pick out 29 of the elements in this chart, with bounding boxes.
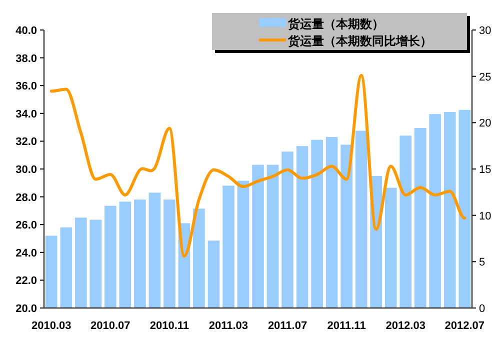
y-tick-label: 32.0 [16,136,37,148]
x-tick-label: 2010.07 [90,320,130,332]
y2-tick-label: 30 [479,25,492,37]
y-tick-label: 28.0 [16,192,37,204]
x-tick-label: 2011.03 [208,320,248,332]
x-tick-label: 2012.07 [444,320,485,332]
y2-tick-label: 0 [479,303,486,315]
y-tick-label: 34.0 [16,108,37,120]
y-tick-label: 26.0 [16,220,37,232]
y2-tick-label: 10 [479,210,492,222]
x-tick-label: 2012.03 [386,320,426,332]
y-tick-label: 40.0 [16,25,37,37]
y-tick-label: 24.0 [16,247,37,260]
legend-label: 货运量（本期数同比增长） [287,34,432,48]
x-tick-label: 2010.11 [150,320,190,332]
y-tick-label: 20.0 [16,303,37,315]
x-tick-label: 2011.07 [268,320,308,332]
y2-tick-label: 20 [479,118,492,130]
y-tick-label: 30.0 [16,164,37,176]
y2-tick-label: 5 [479,256,486,269]
y-tick-label: 22.0 [16,275,37,288]
x-tick-label: 2011.11 [327,320,366,332]
x-tick-label: 2010.03 [31,320,72,332]
legend-label: 货运量（本期数） [287,17,384,31]
y2-tick-label: 15 [479,164,492,176]
y2-tick-label: 25 [479,71,492,84]
y-tick-label: 36.0 [16,80,37,93]
line-series [50,74,466,258]
y-tick-label: 38.0 [16,52,37,65]
